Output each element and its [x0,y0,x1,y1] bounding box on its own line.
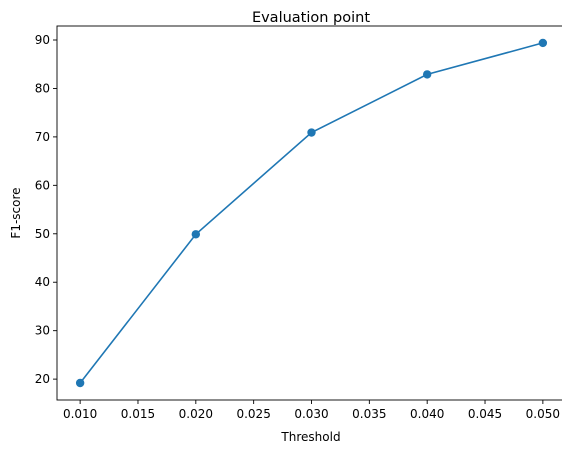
series-group [75,38,548,388]
chart-title: Evaluation point [252,10,370,26]
y-tick-label: 90 [35,33,50,47]
y-axis-label: F1-score [9,187,23,238]
x-tick-label: 0.025 [236,407,270,421]
plot-frame [56,25,562,401]
x-axis-label: Threshold [280,430,340,444]
y-tick-label: 50 [35,227,50,241]
y-tick-label: 60 [35,178,50,192]
x-tick-label: 0.040 [410,407,444,421]
x-tick-label: 0.035 [352,407,386,421]
x-tick-label: 0.020 [179,407,213,421]
x-axis: 0.010 0.015 0.020 0.025 0.030 0.035 0.040 0.045… [63,400,560,421]
data-point [422,70,432,79]
y-tick-label: 80 [35,81,50,95]
data-point [538,38,548,48]
y-tick-label: 40 [35,275,50,289]
x-tick-label: 0.045 [468,407,502,421]
data-point [191,230,201,239]
y-tick-label: 30 [35,324,50,338]
y-tick-label: 20 [35,372,50,386]
data-point [307,128,316,137]
x-tick-label: 0.010 [63,407,97,421]
x-tick-label: 0.015 [121,407,155,421]
y-axis: 20 30 40 50 60 70 80 90 [35,33,57,386]
x-tick-label: 0.050 [526,407,560,421]
y-tick-label: 70 [35,130,50,144]
x-tick-label: 0.030 [294,407,328,421]
data-point [75,378,85,388]
series-line [79,42,544,384]
